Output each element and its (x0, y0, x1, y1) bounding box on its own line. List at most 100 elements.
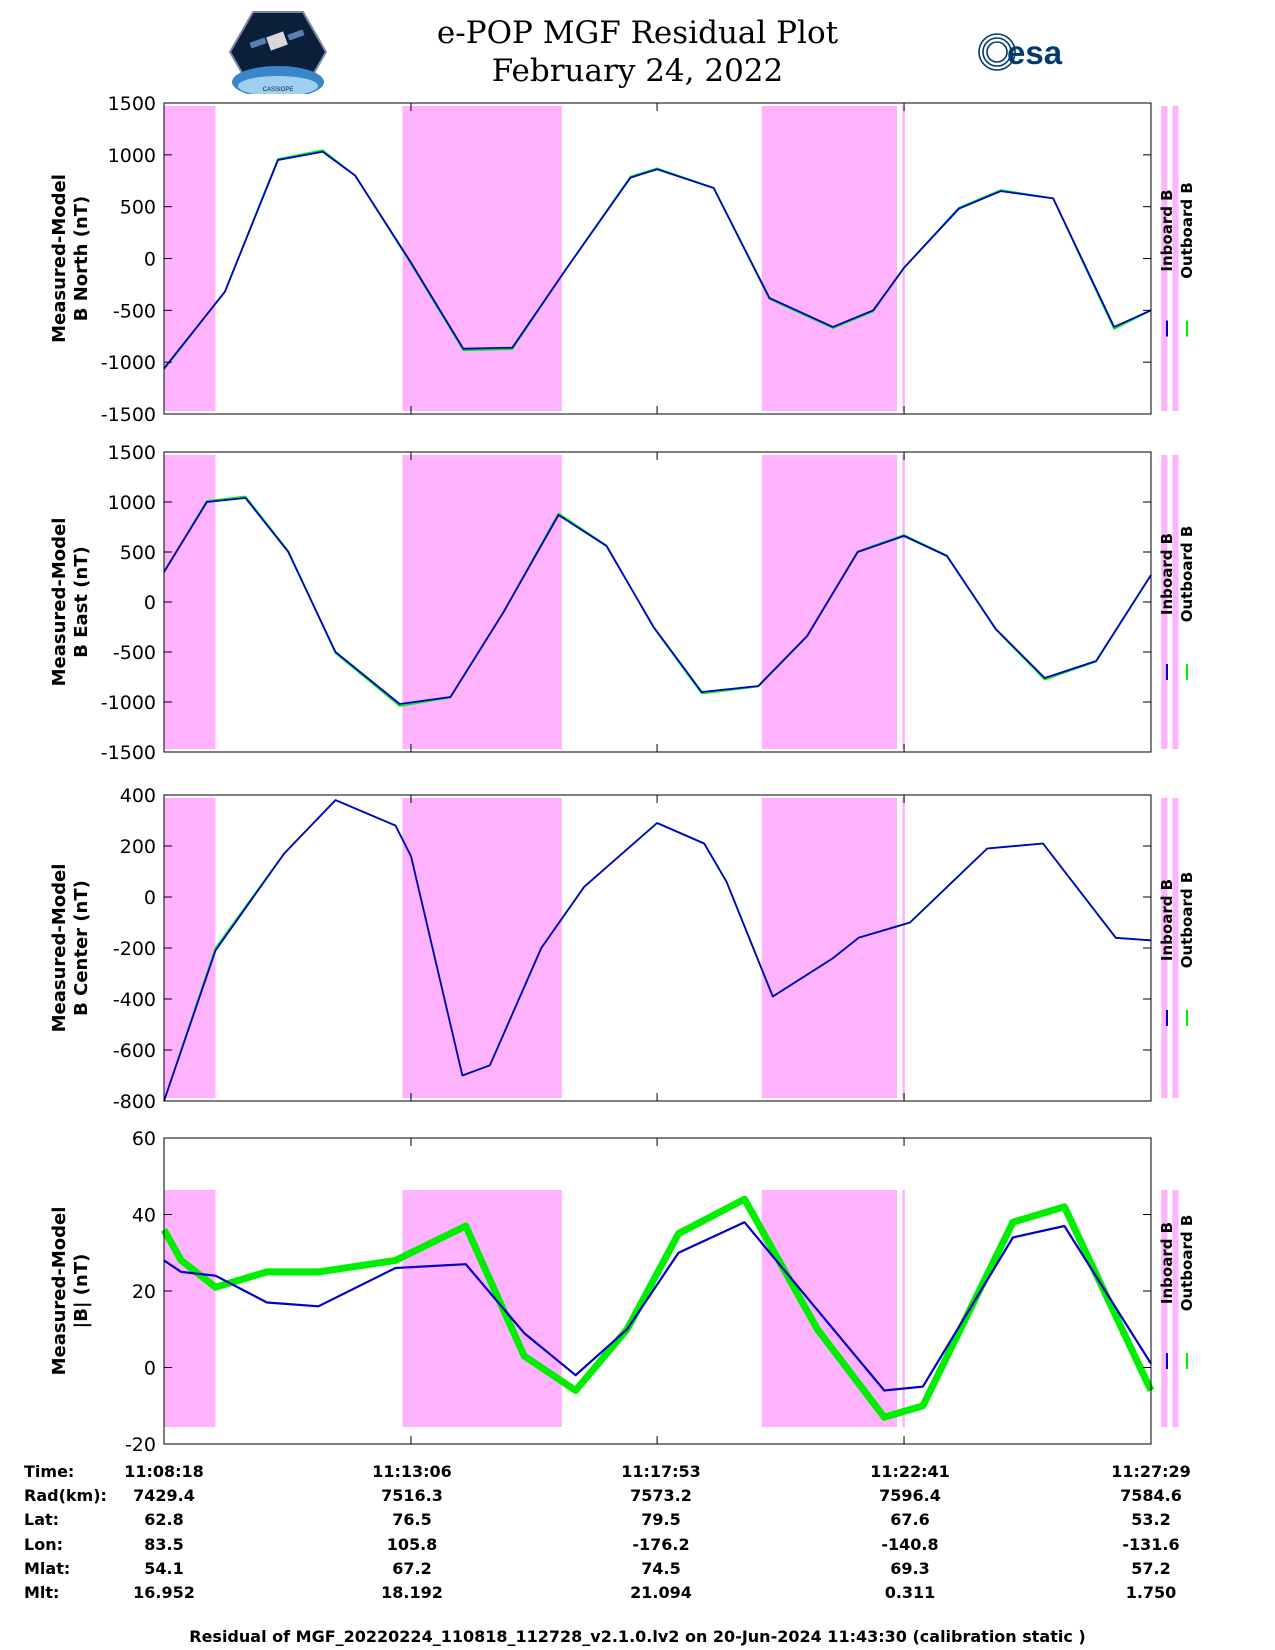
ephemeris-cell: 11:27:29 (1111, 1462, 1191, 1481)
plot-frame (163, 794, 1152, 1102)
ephemeris-cell: -131.6 (1122, 1535, 1180, 1554)
ephemeris-cell: 105.8 (386, 1535, 438, 1554)
plot-frame (163, 1137, 1152, 1445)
panel-1: 1500 1000 500 0 -500 -1000 -1500 Measured-Model… (49, 93, 1196, 426)
ephemeris-cell: 67.6 (890, 1510, 930, 1529)
y-tick-label: 200 (120, 836, 156, 858)
y-tick-label: -600 (113, 1040, 156, 1062)
y-axis-label: Measured-ModelB North (nT) (49, 174, 92, 343)
y-tick-label: -400 (113, 989, 156, 1011)
legend-label-inboard: Inboard B (1158, 1222, 1176, 1304)
ephemeris-cell: 11:17:53 (621, 1462, 701, 1481)
ephemeris-cell: 7573.2 (630, 1486, 692, 1505)
plot-title: e-POP MGF Residual Plot February 24, 202… (0, 14, 1275, 90)
legend-label-outboard: Outboard B (1178, 872, 1196, 969)
y-tick-label: -1500 (101, 742, 156, 764)
shaded-interval-5 (1161, 798, 1168, 1098)
legend-label-inboard: Inboard B (1158, 879, 1176, 961)
legend-label-outboard: Outboard B (1178, 1215, 1196, 1312)
ephemeris-row-label: Time: (24, 1462, 75, 1481)
panel-2: 1500 1000 500 0 -500 -1000 -1500 Measured-Model… (49, 442, 1196, 764)
shaded-interval-1 (164, 455, 216, 749)
ephemeris-cell: 0.311 (884, 1583, 936, 1602)
legend-label-outboard: Outboard B (1178, 182, 1196, 279)
shaded-interval-2 (402, 106, 562, 411)
y-tick-label: 1000 (108, 492, 156, 514)
ephemeris-cell: 53.2 (1131, 1510, 1171, 1529)
ephemeris-cell: 11:13:06 (372, 1462, 452, 1481)
esa-logo: esa (978, 33, 1063, 71)
y-tick-label: 0 (144, 249, 156, 271)
ephemeris-cell: 74.5 (641, 1559, 681, 1578)
y-tick-label: 400 (120, 785, 156, 807)
ephemeris-cell: 69.3 (890, 1559, 930, 1578)
ephemeris-cell: 79.5 (641, 1510, 681, 1529)
logo-left-text: CASSIOPE (263, 87, 294, 93)
y-tick-label: 500 (120, 197, 156, 219)
series-line-outboard (163, 149, 1152, 370)
shaded-interval-4 (902, 1190, 905, 1427)
ephemeris-row-label: Lon: (24, 1535, 63, 1554)
title-line-2: February 24, 2022 (491, 53, 784, 89)
title-line-1: e-POP MGF Residual Plot (436, 15, 839, 51)
shaded-interval-2 (402, 455, 562, 749)
y-tick-label: 0 (144, 1358, 156, 1380)
y-tick-label: 1000 (108, 145, 156, 167)
ephemeris-cell: 67.2 (392, 1559, 432, 1578)
shaded-interval-4 (902, 798, 905, 1098)
satellite-icon (249, 29, 305, 51)
ephemeris-row-label: Mlat: (24, 1559, 71, 1578)
residual-chart: 1500 1000 500 0 -500 -1000 -1500 Measured-Model… (49, 93, 1196, 1456)
legend-label-inboard: Inboard B (1158, 533, 1176, 615)
ephemeris-cell: -176.2 (632, 1535, 690, 1554)
series-line-inboard (163, 799, 1152, 1102)
y-tick-label: 1500 (108, 93, 156, 115)
ephemeris-cell: 11:22:41 (870, 1462, 950, 1481)
legend-label-inboard: Inboard B (1158, 189, 1176, 271)
series-line-inboard (163, 497, 1152, 705)
ephemeris-cell: 7596.4 (879, 1486, 941, 1505)
footer-caption: Residual of MGF_20220224_110818_112728_v… (189, 1627, 1086, 1646)
panel-3: 400 200 0 -200 -400 -600 -800 Measured-ModelB C… (49, 785, 1196, 1113)
shaded-interval-2 (402, 798, 562, 1098)
shaded-interval-5 (1161, 455, 1168, 749)
y-tick-label: 20 (132, 1281, 156, 1303)
y-tick-label: 60 (132, 1128, 156, 1150)
cassiope-mission-logo: CASSIOPE (228, 11, 328, 94)
ephemeris-row-label: Lat: (24, 1510, 60, 1529)
y-tick-label: 0 (144, 887, 156, 909)
ephemeris-table: Time: Rad(km): Lat: Lon: Mlat: Mlt: 11:08:18 74… (0, 1462, 1275, 1622)
y-tick-label: -500 (113, 300, 156, 322)
y-tick-label: -500 (113, 642, 156, 664)
ephemeris-cell: 57.2 (1131, 1559, 1171, 1578)
shaded-interval-3 (761, 106, 898, 411)
series-line-outboard (160, 1195, 1155, 1421)
y-tick-label: -800 (113, 1091, 156, 1113)
ephemeris-cell: 83.5 (144, 1535, 184, 1554)
ephemeris-cell: 7516.3 (381, 1486, 443, 1505)
series-line-inboard (163, 1221, 1152, 1392)
shaded-interval-3 (761, 798, 898, 1098)
y-tick-label: -20 (125, 1434, 156, 1456)
y-axis-label: Measured-ModelB Center (nT) (49, 864, 92, 1033)
shaded-interval-5 (1161, 1190, 1168, 1427)
shaded-interval-6 (1172, 455, 1179, 749)
ephemeris-row-label: Rad(km): (24, 1486, 107, 1505)
ephemeris-cell: 21.094 (630, 1583, 692, 1602)
series-line-outboard (163, 799, 1152, 1102)
y-tick-label: 1500 (108, 442, 156, 464)
plot-frame (163, 102, 1152, 415)
ephemeris-cell: 11:08:18 (124, 1462, 204, 1481)
shaded-interval-6 (1172, 106, 1179, 411)
shaded-interval-1 (164, 106, 216, 411)
shaded-interval-5 (1161, 106, 1168, 411)
legend-label-outboard: Outboard B (1178, 526, 1196, 623)
ephemeris-cell: 18.192 (381, 1583, 443, 1602)
y-axis-label: Measured-Model|B| (nT) (49, 1207, 92, 1376)
shaded-interval-1 (164, 798, 216, 1098)
y-tick-label: -200 (113, 938, 156, 960)
ephemeris-row-label: Mlt: (24, 1583, 60, 1602)
y-axis-label: Measured-ModelB East (nT) (49, 518, 92, 687)
panel-4: 60 40 20 0 -20 Measured-Model|B| (nT) Inboard … (49, 1128, 1196, 1456)
ephemeris-cell: -140.8 (881, 1535, 939, 1554)
